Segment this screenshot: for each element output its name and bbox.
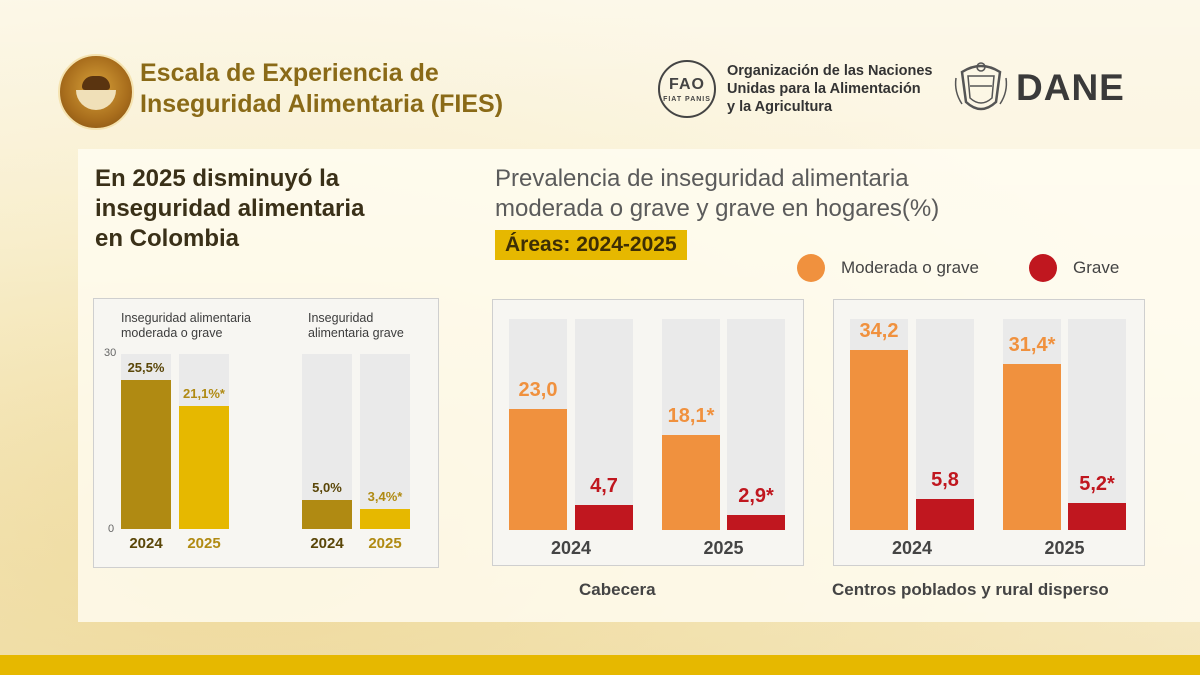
group-label-moderada-line-2: moderada o grave [121,326,223,340]
fao-name: Organización de las Naciones Unidas para… [727,62,933,116]
headline-line-1: En 2025 disminuyó la [95,165,340,192]
x-label-2025: 2025 [187,535,221,552]
chart-title: Prevalencia de inseguridad alimentaria m… [495,164,939,224]
headline-line-3: en Colombia [95,225,240,252]
value-label-grave-2024: 5,8 [931,469,959,492]
legend-swatch-grave [1029,254,1057,282]
bar-track [360,354,410,529]
value-label-grave-2025: 5,2* [1079,472,1115,495]
area-label-rural: Centros poblados y rural disperso [832,580,1109,599]
bar-moderada-2024 [850,349,908,530]
area-label-cabecera: Cabecera [579,580,656,599]
cabecera-chart: 23,0 4,7 2024 18,1* 2,9* 2025 [492,299,804,566]
page-title: Escala de Experiencia de Inseguridad Ali… [140,58,503,120]
bar-grave-2025 [727,514,785,530]
legend-swatch-moderada [797,254,825,282]
group-label-moderada-line-1: Inseguridad alimentaria [121,311,251,325]
value-label-moderada-2025: 21,1%* [183,385,225,401]
fies-logo [58,54,134,130]
fao-motto: FIAT PANIS [663,96,711,103]
headline: En 2025 disminuyó la inseguridad aliment… [95,164,364,254]
bar-moderada-2024 [509,408,567,530]
x-label-2024: 2024 [891,538,933,558]
bar-grave-2024 [916,499,974,530]
value-label-moderada-2025: 31,4* [1008,334,1056,357]
value-label-grave-2024: 4,7 [590,475,618,498]
chart-title-line-2: moderada o grave y grave en hogares(%) [495,195,940,222]
areas-badge: Áreas: 2024-2025 [495,230,687,260]
hands-icon [82,76,110,90]
value-label-moderada-2024: 34,2 [859,319,899,342]
bar-grave-2024 [575,505,633,530]
national-chart: Inseguridad alimentaria moderada o grave… [93,298,439,568]
dane-logo: DANE [1016,67,1125,108]
value-label-moderada-2024: 25,5% [127,360,165,376]
value-label-moderada-2024: 23,0 [518,378,558,401]
bar-moderada-2025 [179,405,229,529]
bottom-accent-bar [0,655,1200,675]
value-label-grave-2024: 5,0% [312,479,342,495]
x-label-2025: 2025 [703,538,744,558]
fao-logo: FAO FIAT PANIS [658,60,716,118]
bar-moderada-2025 [662,434,720,530]
colombia-coat-of-arms-icon [954,62,1008,111]
legend-label-grave: Grave [1073,258,1120,277]
x-label-2024: 2024 [550,538,592,558]
rural-chart: 34,2 5,8 2024 31,4* 5,2* 2025 [833,299,1145,566]
bar-track [727,319,785,530]
x-label-2025: 2025 [1044,538,1085,558]
bar-track [575,319,633,530]
x-label-2025: 2025 [368,535,402,552]
fao-name-line-3: y la Agricultura [727,99,833,115]
headline-line-2: inseguridad alimentaria [95,195,365,222]
bar-grave-2025 [360,509,410,529]
y-tick-top: 30 [104,347,117,359]
legend-label-moderada: Moderada o grave [841,258,979,277]
value-label-grave-2025: 3,4%* [367,489,403,505]
bar-moderada-2024 [121,380,171,529]
value-label-grave-2025: 2,9* [738,484,774,507]
value-label-moderada-2025: 18,1* [667,404,715,427]
fao-name-line-2: Unidas para la Alimentación [727,81,921,97]
group-label-grave-line-1: Inseguridad [308,311,374,325]
bar-track [1068,319,1126,530]
bar-grave-2024 [302,499,352,529]
group-label-grave-line-2: alimentaria grave [308,326,404,340]
bar-track [916,319,974,530]
bowl-icon [76,90,116,110]
title-line-2: Inseguridad Alimentaria (FIES) [140,90,504,118]
title-line-1: Escala de Experiencia de [140,59,439,87]
bar-grave-2025 [1068,502,1126,530]
chart-title-line-1: Prevalencia de inseguridad alimentaria [495,165,909,192]
x-label-2024: 2024 [129,535,163,552]
fao-abbrev: FAO [669,76,705,93]
bar-moderada-2025 [1003,364,1061,530]
y-tick-bottom: 0 [108,523,115,535]
x-label-2024: 2024 [310,535,344,552]
fao-name-line-1: Organización de las Naciones [727,63,933,79]
